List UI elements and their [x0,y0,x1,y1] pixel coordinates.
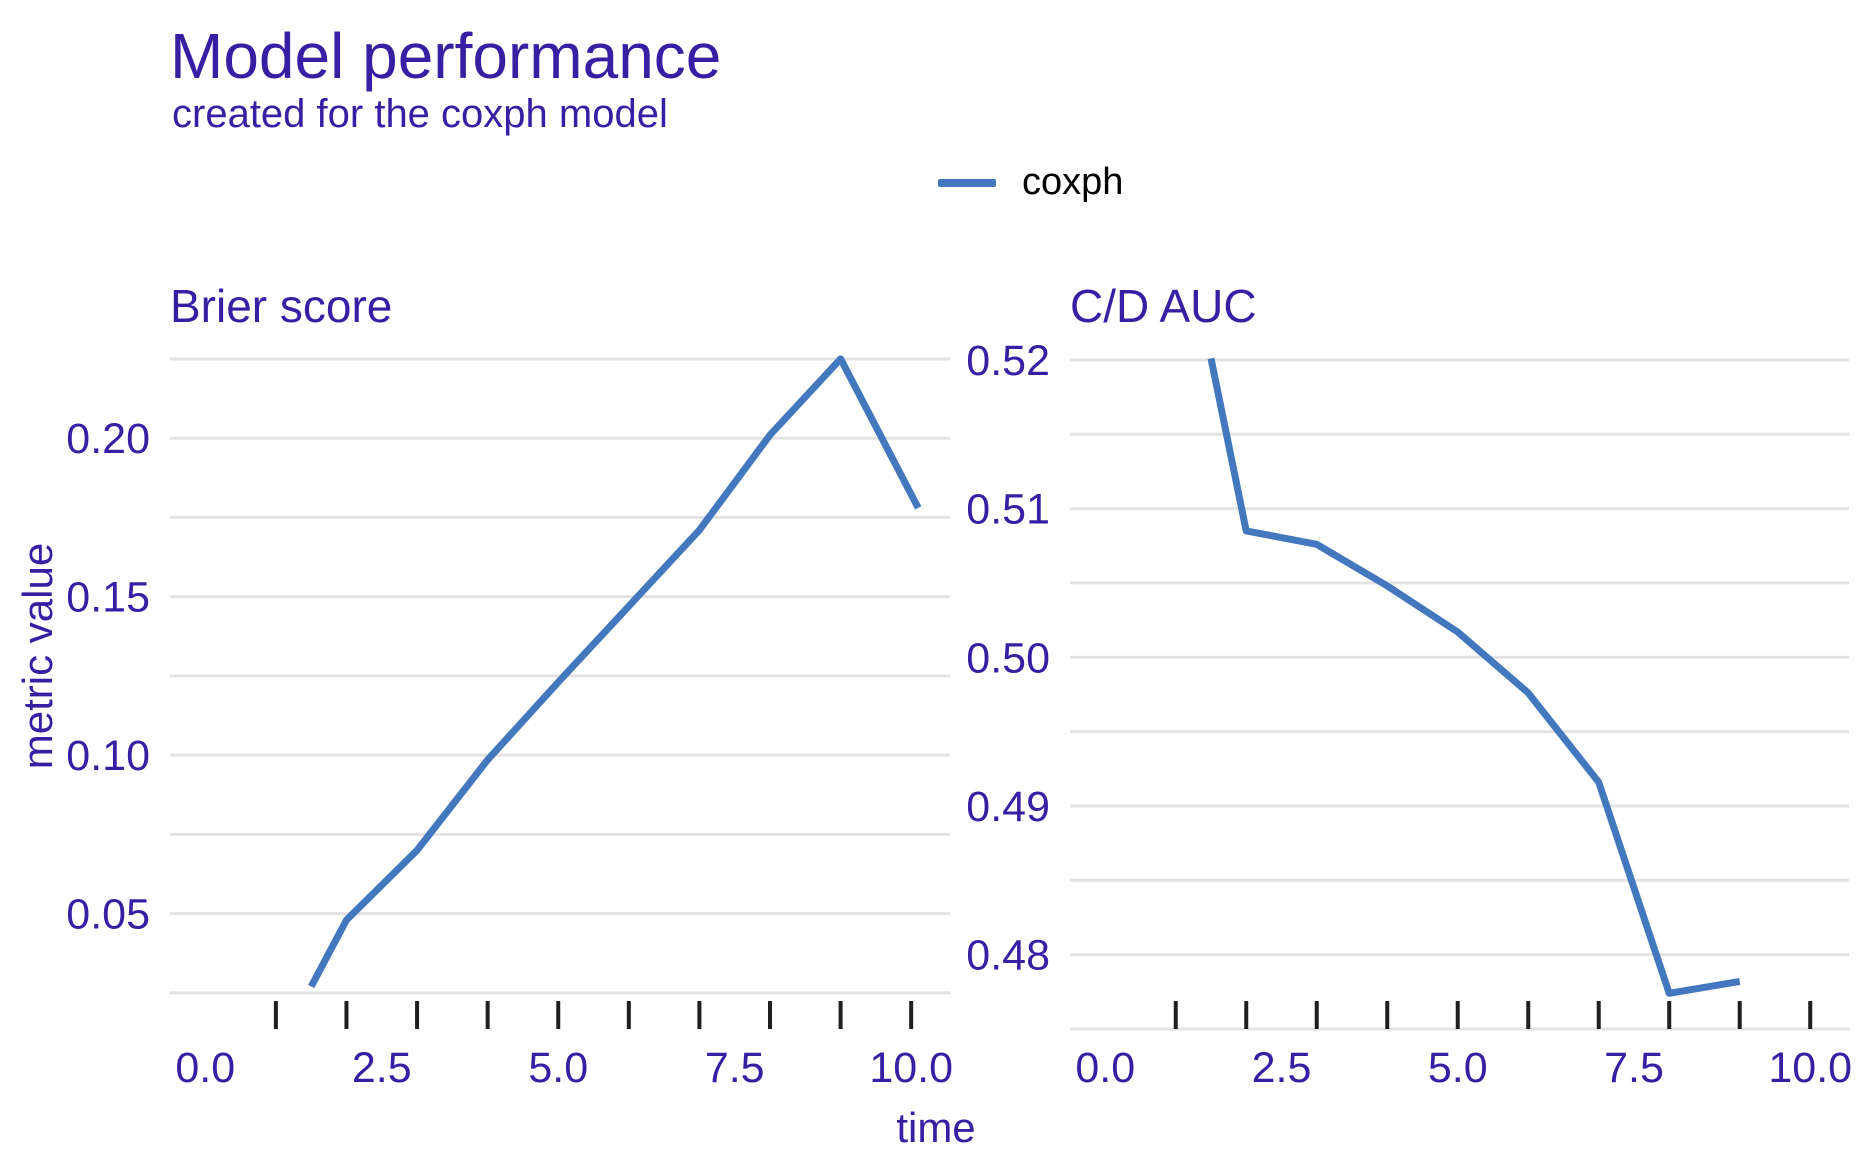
y-tick-label: 0.51 [966,486,1050,534]
y-tick-label: 0.15 [66,574,150,622]
y-tick-label: 0.20 [66,415,150,463]
facet-title-brier-score: Brier score [170,280,393,332]
y-tick-label: 0.05 [66,891,150,939]
y-tick-label: 0.52 [966,337,1050,385]
series-line-coxph [1207,357,1741,997]
x-tick-label: 5.0 [528,1044,588,1092]
y-tick-label: 0.10 [66,732,150,780]
x-tick-label: 10.0 [1768,1044,1852,1092]
legend-key-line-icon [938,179,996,187]
legend: coxph [938,158,1123,208]
x-tick-label: 2.5 [1252,1044,1312,1092]
series-line-coxph [308,355,922,989]
x-axis-title: time [896,1104,976,1151]
x-tick-label: 2.5 [352,1044,412,1092]
facet-title-cd-auc: C/D AUC [1070,280,1257,332]
x-tick-label: 7.5 [1604,1044,1664,1092]
x-tick-label: 0.0 [1075,1044,1135,1092]
page-title: Model performance [170,20,722,92]
x-tick-label: 7.5 [705,1044,765,1092]
y-tick-label: 0.50 [966,634,1050,682]
y-tick-label: 0.48 [966,932,1050,980]
x-tick-label: 0.0 [175,1044,235,1092]
x-tick-label: 10.0 [869,1044,953,1092]
y-tick-label: 0.49 [966,783,1050,831]
x-tick-label: 5.0 [1428,1044,1488,1092]
page-subtitle: created for the coxph model [172,92,668,136]
y-axis-title: metric value [14,542,61,770]
legend-item-label: coxph [1022,161,1124,204]
